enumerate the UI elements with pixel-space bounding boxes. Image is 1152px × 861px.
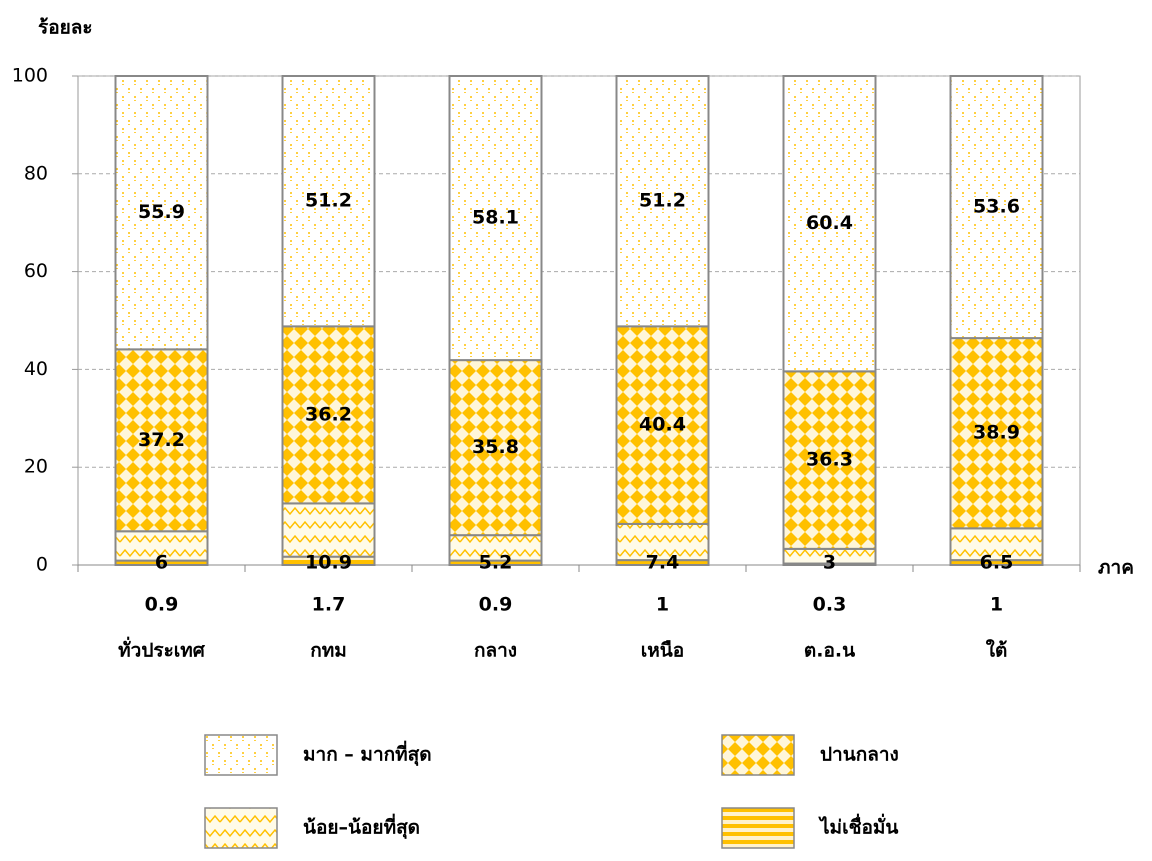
data-label: 1	[990, 594, 1003, 616]
y-tick-label: 20	[24, 456, 48, 478]
x-tick-label: ต.อ.น	[804, 640, 855, 662]
bar-segment	[448, 75, 543, 362]
bar-segment	[782, 75, 877, 373]
data-label: 38.9	[973, 422, 1020, 444]
bar-segment	[281, 325, 376, 505]
x-tick-label: ทั่วประเทศ	[118, 637, 206, 662]
legend-label: น้อย–น้อยที่สุด	[303, 814, 420, 840]
data-label: 0.3	[813, 594, 847, 616]
y-axis-label: ร้อยละ	[38, 17, 93, 39]
data-label: 55.9	[138, 201, 185, 223]
x-tick-label: ใต้	[986, 639, 1008, 662]
y-tick-label: 100	[12, 65, 48, 87]
bar-segment	[281, 75, 376, 328]
x-tick-label: กลาง	[474, 640, 517, 662]
y-tick-label: 40	[24, 358, 48, 380]
data-label: 36.2	[305, 403, 352, 425]
data-label: 6.5	[980, 552, 1014, 574]
data-label: 51.2	[639, 190, 686, 212]
data-label: 60.4	[806, 212, 853, 234]
data-label: 37.2	[138, 429, 185, 451]
bar-segment	[615, 325, 710, 525]
data-label: 0.9	[145, 594, 179, 616]
plot-frame	[77, 75, 1081, 566]
y-tick-label: 0	[36, 554, 48, 576]
x-tick-label: กทม	[310, 640, 347, 662]
data-label: 3	[823, 552, 836, 574]
legend-swatch	[204, 807, 278, 849]
x-axis-label: ภาค	[1098, 557, 1134, 579]
data-label: 51.2	[305, 190, 352, 212]
data-label: 35.8	[472, 436, 519, 458]
legend-label: ปานกลาง	[820, 744, 899, 766]
data-label: 36.3	[806, 449, 853, 471]
legend-swatch	[721, 734, 795, 776]
data-label: 1.7	[312, 594, 346, 616]
bar-segment	[782, 370, 877, 550]
y-tick-label: 60	[24, 260, 48, 282]
bar-segment	[448, 534, 543, 562]
legend-swatch	[204, 734, 278, 776]
x-tick-label: เหนือ	[641, 640, 684, 662]
legend-swatch	[721, 807, 795, 849]
data-label: 40.4	[639, 414, 686, 436]
data-label: 53.6	[973, 196, 1020, 218]
data-label: 6	[155, 552, 168, 574]
bar-segment	[615, 75, 710, 328]
y-tick-label: 80	[24, 162, 48, 184]
data-label: 10.9	[305, 552, 352, 574]
legend-label: มาก – มากที่สุด	[303, 741, 432, 767]
data-label: 7.4	[646, 552, 680, 574]
data-label: 5.2	[479, 552, 513, 574]
data-label: 58.1	[472, 207, 519, 229]
data-label: 0.9	[479, 594, 513, 616]
bar-segment	[949, 527, 1044, 562]
bar-segment	[281, 502, 376, 558]
bar-segment	[114, 530, 209, 562]
bar-segment	[114, 75, 209, 351]
bar-segment	[448, 359, 543, 537]
bar-segment	[114, 348, 209, 533]
bar-segment	[949, 337, 1044, 530]
legend-label: ไม่เชื่อมั่น	[818, 814, 898, 839]
data-label: 1	[656, 594, 669, 616]
bar-segment	[949, 75, 1044, 340]
